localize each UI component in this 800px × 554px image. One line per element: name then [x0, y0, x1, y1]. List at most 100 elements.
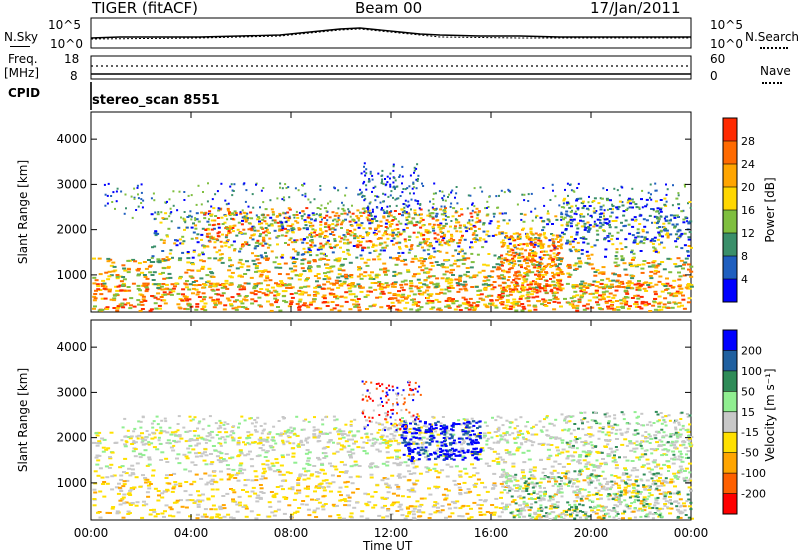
heatmap-cell: [517, 277, 521, 280]
heatmap-cell: [368, 227, 372, 230]
heatmap-cell: [313, 275, 318, 277]
heatmap-cell: [223, 285, 228, 288]
heatmap-cell: [420, 234, 424, 237]
heatmap-cell: [282, 196, 285, 199]
heatmap-cell: [224, 241, 228, 244]
heatmap-cell: [317, 487, 321, 489]
cpid-label: CPID: [8, 86, 41, 100]
heatmap-cell: [321, 244, 325, 247]
heatmap-cell: [477, 271, 482, 274]
heatmap-cell: [505, 260, 510, 263]
heatmap-cell: [333, 218, 337, 221]
heatmap-cell: [461, 234, 464, 237]
heatmap-cell: [164, 201, 167, 204]
heatmap-cell: [626, 485, 631, 488]
heatmap-cell: [297, 308, 302, 311]
heatmap-cell: [371, 174, 374, 177]
heatmap-cell: [393, 185, 396, 188]
heatmap-cell: [137, 303, 141, 306]
heatmap-cell: [318, 233, 322, 236]
heatmap-cell: [393, 228, 397, 231]
heatmap-cell: [469, 223, 473, 226]
heatmap-cell: [681, 267, 685, 270]
heatmap-cell: [412, 182, 415, 185]
heatmap-cell: [549, 444, 554, 446]
heatmap-cell: [542, 254, 546, 256]
heatmap-cell: [595, 229, 599, 232]
heatmap-cell: [220, 216, 224, 219]
heatmap-cell: [397, 294, 402, 297]
heatmap-cell: [431, 206, 434, 209]
heatmap-cell: [319, 257, 324, 260]
heatmap-cell: [347, 253, 351, 256]
heatmap-cell: [326, 239, 330, 242]
heatmap-cell: [245, 243, 249, 246]
heatmap-cell: [384, 273, 388, 276]
heatmap-cell: [533, 252, 537, 255]
heatmap-cell: [413, 166, 416, 169]
heatmap-cell: [611, 279, 616, 282]
heatmap-cell: [306, 485, 310, 488]
heatmap-cell: [95, 463, 100, 466]
heatmap-cell: [148, 483, 153, 485]
heatmap-cell: [509, 261, 514, 264]
heatmap-cell: [620, 221, 623, 224]
heatmap-cell: [484, 295, 489, 298]
heatmap-cell: [506, 285, 511, 288]
heatmap-cell: [319, 252, 323, 255]
heatmap-cell: [395, 223, 399, 226]
heatmap-cell: [680, 304, 684, 307]
heatmap-cell: [243, 484, 248, 487]
heatmap-cell: [191, 263, 195, 266]
heatmap-cell: [163, 293, 168, 296]
heatmap-cell: [142, 199, 145, 202]
heatmap-cell: [264, 234, 268, 237]
heatmap-cell: [513, 284, 516, 287]
heatmap-cell: [102, 438, 107, 441]
heatmap-cell: [647, 265, 652, 268]
heatmap-cell: [178, 238, 182, 241]
sky-tick-bottom: 10^0: [50, 37, 83, 51]
heatmap-cell: [571, 240, 575, 243]
heatmap-cell: [464, 433, 469, 436]
heatmap-cell: [156, 258, 161, 261]
heatmap-cell: [390, 504, 395, 507]
heatmap-cell: [531, 296, 536, 299]
heatmap-cell: [344, 440, 349, 443]
heatmap-cell: [184, 286, 189, 289]
heatmap-cell: [498, 256, 502, 258]
heatmap-cell: [97, 309, 102, 312]
heatmap-cell: [284, 284, 289, 286]
heatmap-cell: [618, 194, 621, 197]
heatmap-cell: [331, 231, 335, 234]
heatmap-cell: [234, 213, 238, 216]
heatmap-cell: [263, 269, 268, 272]
heatmap-cell: [548, 263, 552, 265]
heatmap-cell: [409, 221, 413, 224]
heatmap-cell: [482, 287, 487, 290]
heatmap-cell: [627, 517, 632, 520]
heatmap-cell: [657, 231, 661, 234]
heatmap-cell: [575, 233, 579, 236]
heatmap-cell: [543, 204, 546, 207]
heatmap-cell: [347, 504, 351, 507]
heatmap-cell: [538, 233, 542, 236]
heatmap-cell: [587, 494, 592, 497]
heatmap-cell: [177, 434, 182, 437]
heatmap-cell: [338, 240, 342, 243]
heatmap-cell: [376, 238, 380, 240]
heatmap-cell: [632, 241, 636, 244]
heatmap-cell: [249, 236, 252, 239]
heatmap-cell: [651, 304, 656, 307]
heatmap-cell: [467, 308, 472, 311]
heatmap-cell: [593, 207, 596, 210]
heatmap-cell: [576, 488, 581, 491]
heatmap-cell: [456, 202, 459, 205]
heatmap-cell: [568, 184, 571, 186]
heatmap-cell: [564, 477, 569, 480]
heatmap-cell: [508, 293, 513, 296]
heatmap-cell: [164, 212, 168, 215]
heatmap-cell: [157, 260, 162, 263]
heatmap-cell: [110, 195, 113, 197]
heatmap-cell: [373, 215, 377, 218]
